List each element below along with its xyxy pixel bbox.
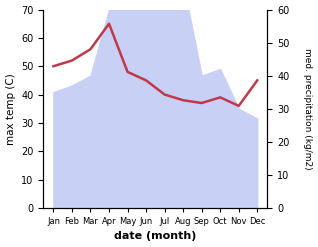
X-axis label: date (month): date (month) xyxy=(114,231,197,242)
Y-axis label: max temp (C): max temp (C) xyxy=(5,73,16,144)
Y-axis label: med. precipitation (kg/m2): med. precipitation (kg/m2) xyxy=(303,48,313,169)
